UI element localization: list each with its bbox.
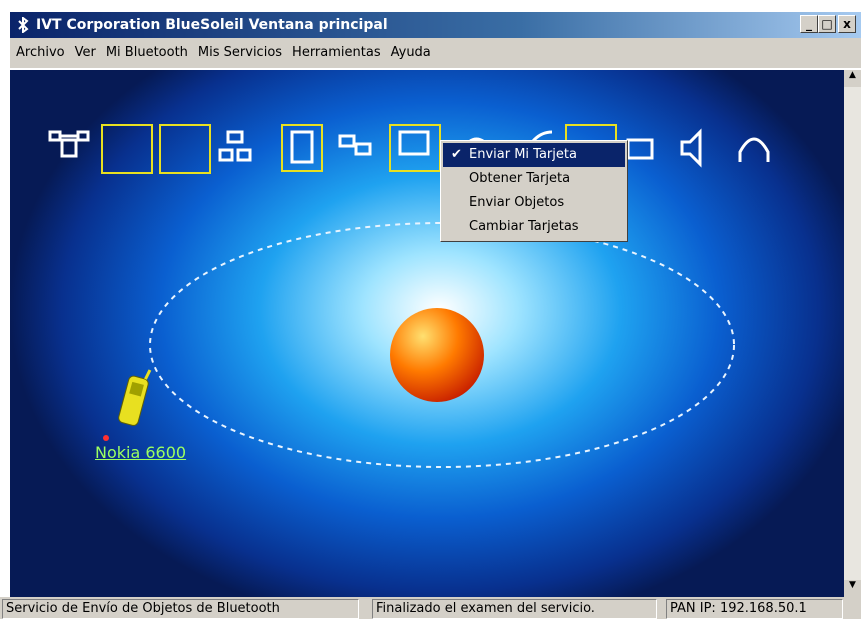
bluetooth-icon (16, 17, 30, 33)
maximize-button[interactable]: □ (818, 15, 836, 33)
service-icon[interactable] (740, 139, 768, 162)
page: IVT Corporation BlueSoleil Ventana princ… (0, 0, 861, 619)
window-title: IVT Corporation BlueSoleil Ventana princ… (36, 12, 388, 38)
checkmark: ✔ (451, 143, 462, 167)
phone-icon[interactable] (118, 365, 152, 426)
service-icon[interactable] (220, 132, 250, 160)
status-bar: Servicio de Envío de Objetos de Bluetoot… (0, 597, 861, 619)
menu-item[interactable]: Ver (75, 45, 96, 60)
context-menu-label: Enviar Objetos (469, 195, 564, 210)
device-map (10, 70, 844, 597)
context-menu-item[interactable]: Enviar Objetos (443, 191, 625, 215)
service-icons (50, 125, 768, 173)
context-menu: ✔ Enviar Mi Tarjeta Obtener Tarjeta Enviar … (440, 140, 628, 242)
service-icon[interactable] (102, 125, 152, 173)
scrollbar[interactable]: ▲ ▼ (844, 70, 861, 597)
window: IVT Corporation BlueSoleil Ventana princ… (0, 0, 861, 619)
context-menu-item[interactable]: Cambiar Tarjetas (443, 215, 625, 239)
context-menu-label: Obtener Tarjeta (469, 171, 570, 186)
menu-bar: Archivo Ver Mi Bluetooth Mis Servicios Herra… (10, 38, 861, 68)
service-icon[interactable] (282, 125, 322, 171)
service-icon[interactable] (160, 125, 210, 173)
minimize-button[interactable]: _ (800, 15, 818, 33)
menu-item[interactable]: Mi Bluetooth (106, 45, 188, 60)
menu-item[interactable]: Herramientas (292, 45, 381, 60)
title-bar: IVT Corporation BlueSoleil Ventana princ… (10, 12, 861, 38)
status-panel: Finalizado el examen del servicio. (372, 599, 657, 619)
menu-item[interactable]: Mis Servicios (198, 45, 282, 60)
menu-item[interactable]: Ayuda (391, 45, 431, 60)
service-icon[interactable] (50, 132, 88, 156)
context-menu-label: Cambiar Tarjetas (469, 219, 579, 234)
device-marker (103, 435, 109, 441)
context-menu-item[interactable]: ✔ Enviar Mi Tarjeta (443, 143, 625, 167)
status-panel: PAN IP: 192.168.50.1 (666, 599, 843, 619)
device-label[interactable]: Nokia 6600 (95, 443, 186, 462)
main-view: Nokia 6600 (10, 70, 844, 597)
service-icon[interactable] (390, 125, 440, 171)
menu-item[interactable]: Archivo (16, 45, 65, 60)
service-icon[interactable] (340, 136, 370, 154)
local-device[interactable] (390, 308, 484, 402)
close-button[interactable]: x (838, 15, 856, 33)
context-menu-item[interactable]: Obtener Tarjeta (443, 167, 625, 191)
service-icon[interactable] (628, 140, 652, 158)
service-icon[interactable] (682, 132, 700, 164)
context-menu-label: Enviar Mi Tarjeta (469, 147, 577, 162)
status-panel: Servicio de Envío de Objetos de Bluetoot… (2, 599, 359, 619)
